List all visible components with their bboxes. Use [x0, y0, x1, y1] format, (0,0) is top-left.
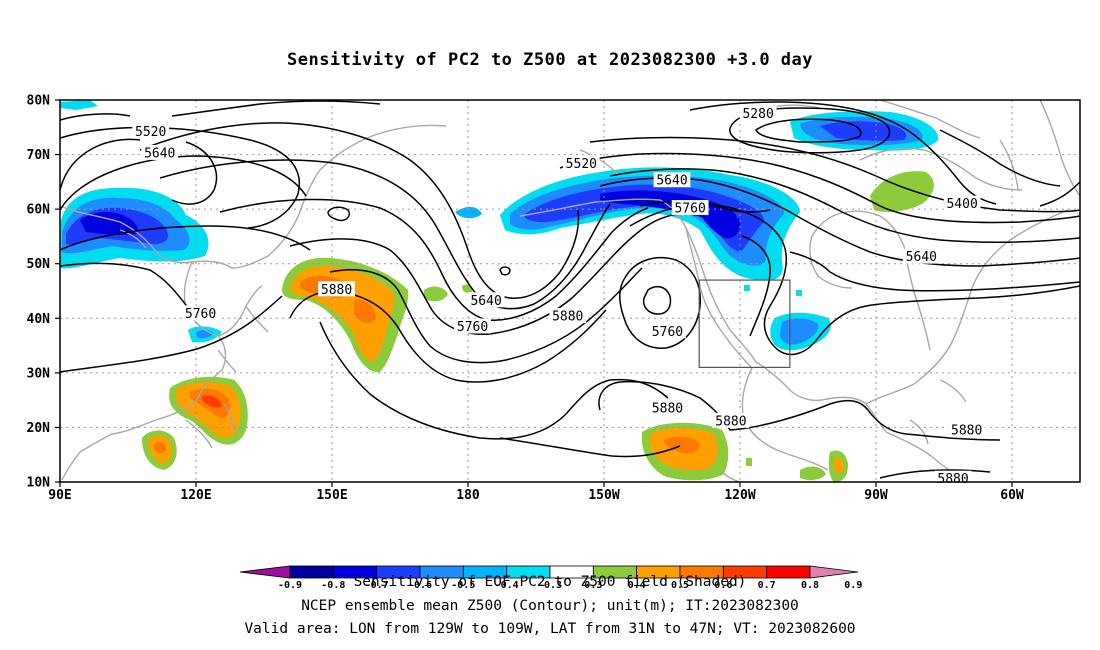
lat-tick-label: 60N	[27, 203, 51, 218]
lon-tick-label: 90W	[864, 488, 888, 503]
colorbar-level-label: -0.7	[365, 580, 389, 591]
contour-5520-north	[559, 152, 1080, 224]
contour-label: 5640	[906, 250, 937, 265]
contour-label: 5880	[652, 401, 683, 416]
footer-shaded-description: Sensitivity of EOF PC2 to Z500 field (Sh…	[353, 574, 747, 590]
colorbar-level-label: -0.9	[278, 580, 302, 591]
contour-label-bg	[141, 144, 179, 160]
contour-label-bg	[562, 155, 600, 171]
contour-label: 5880	[552, 310, 583, 325]
lat-tick-label: 30N	[27, 366, 51, 381]
contour-label: 5880	[321, 283, 352, 298]
lon-tick-label: 120E	[180, 488, 211, 503]
lat-tick-label: 50N	[27, 257, 51, 272]
contour-label: 5760	[652, 325, 683, 340]
contour-label: 5640	[470, 294, 501, 309]
footer-valid-area: Valid area: LON from 129W to 109W, LAT f…	[244, 621, 856, 637]
colorbar-level-label: 0.9	[844, 580, 862, 591]
z500-contours	[60, 100, 1080, 479]
contour-5880-south	[319, 321, 669, 440]
footer-contour-description: NCEP ensemble mean Z500 (Contour); unit(…	[301, 598, 799, 614]
valid-area-rect	[698, 279, 791, 369]
colorbar-level-label: 0.3	[584, 580, 602, 591]
contour-labels: 5520 5640 5280 5520 5640 5760 5400 5640 5880 5760…	[132, 105, 986, 487]
contour-label: 5280	[742, 107, 773, 122]
contour-label: 5880	[937, 472, 968, 487]
contour-5880-tropics	[598, 380, 1001, 441]
lon-tick-label: 150E	[316, 488, 347, 503]
contour-label: 5520	[566, 157, 597, 172]
contour-label: 5400	[946, 197, 977, 212]
colorbar-level-label: -0.3	[538, 580, 562, 591]
colorbar-level-label: 0.5	[671, 580, 689, 591]
contour-label: 5760	[674, 202, 705, 217]
shade-green-canada	[870, 171, 934, 212]
contour-label-bg	[649, 399, 686, 415]
contour-label-bg	[653, 172, 691, 188]
contour-label-bg	[948, 422, 986, 438]
contour-label-bg	[712, 412, 750, 428]
map-title: Sensitivity of PC2 to Z500 at 2023082300…	[286, 50, 813, 70]
lat-tick-label: 10N	[27, 476, 51, 491]
lon-tick-label: 90E	[48, 488, 71, 503]
contour-5280-loop	[729, 107, 891, 154]
colorbar-level-label: -0.4	[495, 580, 519, 591]
contour-small-ring	[327, 206, 350, 222]
contour-label-bg	[454, 318, 491, 334]
lat-tick-label: 80N	[27, 94, 51, 109]
longitude-axis: 90E 120E 150E 180 150W 120W 90W 60W	[48, 482, 1024, 503]
contour-label-bg	[182, 305, 219, 321]
contour-5760-west	[60, 262, 191, 311]
coastlines	[60, 100, 1080, 482]
colorbar-level-label: 0.8	[801, 580, 819, 591]
contour-5760-north	[639, 200, 771, 213]
valid-area-box	[698, 279, 791, 369]
shade-blue-north-pacific	[455, 206, 482, 219]
colorbar-level-label: 0.4	[628, 580, 646, 591]
contour-5640-nw	[60, 138, 141, 191]
colorbar-level-label: -0.6	[408, 580, 432, 591]
contour-label-bg	[902, 248, 940, 264]
contour-label: 5520	[135, 125, 166, 140]
colorbar-level-label: 0.7	[758, 580, 776, 591]
colorbar-level-label: -0.5	[451, 580, 475, 591]
positive-sensitivity-areas	[142, 171, 934, 482]
contour-cutoff-low	[619, 256, 702, 349]
contour-label-bg	[549, 308, 587, 324]
colorbar-swatch-max	[809, 565, 859, 579]
lon-tick-label: 150W	[588, 488, 619, 503]
contour-label-bg	[943, 195, 981, 211]
contour-label: 5760	[457, 320, 488, 335]
contour-label-bg	[739, 105, 777, 121]
plot-frame	[59, 99, 1081, 483]
colorbar-level-label: 0.6	[714, 580, 732, 591]
contour-label: 5640	[144, 146, 175, 161]
contour-5520-nw	[60, 113, 131, 121]
contour-label: 5640	[656, 174, 687, 189]
lat-tick-label: 20N	[27, 421, 51, 436]
latitude-axis: 10N 20N 30N 40N 50N 60N 70N 80N	[27, 94, 60, 491]
contour-label-bg	[649, 323, 686, 339]
contour-label: 5880	[951, 424, 982, 439]
contour-small-ring-2	[499, 266, 511, 276]
colorbar: -0.9 -0.8 -0.7 -0.6 -0.5 -0.4 -0.3 0.3 0.4 0.5 0.6…	[239, 565, 862, 591]
lat-tick-label: 40N	[27, 312, 51, 327]
colorbar-level-label: -0.8	[321, 580, 345, 591]
contour-label: 5760	[185, 307, 216, 322]
contour-label-bg	[671, 200, 709, 216]
contour-5400	[689, 101, 997, 205]
lat-tick-label: 70N	[27, 148, 51, 163]
contour-label-bg	[467, 292, 505, 308]
lon-tick-label: 60W	[1000, 488, 1024, 503]
lon-tick-label: 120W	[724, 488, 755, 503]
lon-tick-label: 180	[456, 488, 480, 503]
contour-label: 5880	[715, 414, 746, 429]
contour-label-bg	[318, 281, 355, 297]
contour-trough-central-pacific	[139, 122, 580, 299]
contour-label-bg	[132, 123, 170, 139]
